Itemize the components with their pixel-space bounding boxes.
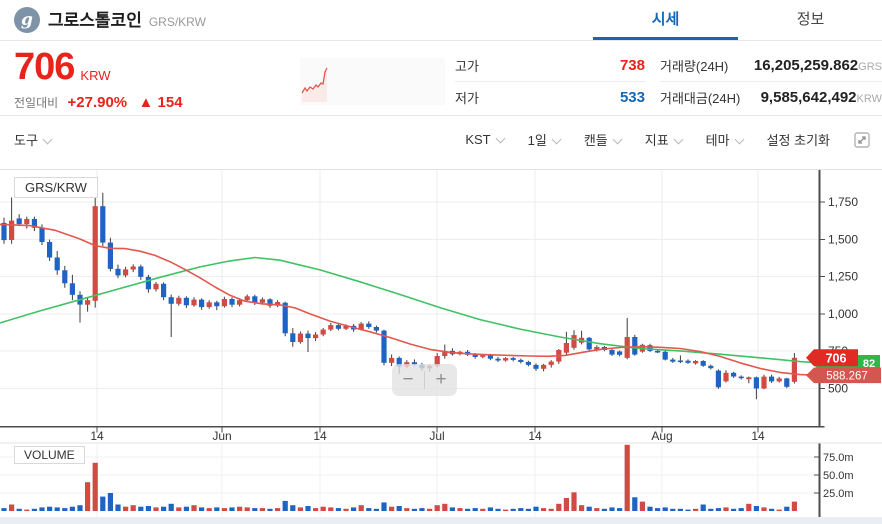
svg-text:1,500: 1,500 xyxy=(828,232,858,246)
change-amount: ▲ 154 xyxy=(138,94,183,111)
svg-text:Aug: Aug xyxy=(651,429,672,443)
axis-labels-layer: 1,7501,5001,2501,00075050014Jun14Jul14Au… xyxy=(90,195,858,500)
turnover24-label: 거래대금(24H) xyxy=(660,91,741,106)
chevron-down-icon xyxy=(612,134,623,145)
low-value: 533 xyxy=(619,89,645,106)
moving-average-lines xyxy=(0,223,821,376)
svg-text:14: 14 xyxy=(90,429,104,443)
chart-toolbar: 도구 KST 1일 캔들 지표 테마 설정 초기화 xyxy=(0,116,882,160)
timezone-dropdown[interactable]: KST xyxy=(465,132,506,147)
price-value: 706 xyxy=(14,46,75,88)
indicator-dropdown[interactable]: 지표 xyxy=(645,130,684,149)
theme-dropdown[interactable]: 테마 xyxy=(706,130,745,149)
grid-layer xyxy=(0,169,882,517)
coin-name: 그로스톨코인 xyxy=(48,11,142,30)
price-currency: KRW xyxy=(80,68,111,83)
chart-volume-label: VOLUME xyxy=(14,446,85,464)
chart-area: 1,7501,5001,2501,00075050014Jun14Jul14Au… xyxy=(0,168,882,524)
tools-dropdown[interactable]: 도구 xyxy=(14,130,53,149)
svg-text:1,750: 1,750 xyxy=(828,195,858,209)
svg-text:Jul: Jul xyxy=(429,429,444,443)
svg-text:706: 706 xyxy=(826,351,847,365)
tab-market-price[interactable]: 시세 xyxy=(593,0,738,40)
svg-text:82: 82 xyxy=(863,358,875,370)
candles-layer xyxy=(1,187,797,400)
chevron-down-icon xyxy=(551,134,562,145)
chevron-down-icon xyxy=(673,134,684,145)
volume24-value: 16,205,259.862GRS xyxy=(753,57,882,74)
reset-settings-button[interactable]: 설정 초기화 xyxy=(766,133,830,148)
page-title: 그로스톨코인 GRS/KRW xyxy=(48,0,206,40)
fullscreen-button[interactable] xyxy=(854,131,870,148)
high-label: 고가 xyxy=(455,59,479,74)
price-sparkline xyxy=(300,58,445,105)
fullscreen-icon xyxy=(854,131,870,148)
high-value: 738 xyxy=(619,57,645,74)
svg-text:25.0m: 25.0m xyxy=(823,488,854,500)
stats-volume: 거래량(24H) 16,205,259.862GRS 거래대금(24H) 9,5… xyxy=(660,50,882,113)
svg-text:14: 14 xyxy=(313,429,327,443)
svg-text:50.0m: 50.0m xyxy=(823,470,854,482)
svg-text:500: 500 xyxy=(828,382,848,396)
svg-text:14: 14 xyxy=(528,429,542,443)
zoom-out-button[interactable]: − xyxy=(402,369,414,390)
svg-text:75.0m: 75.0m xyxy=(823,452,854,464)
logo-letter: g xyxy=(21,10,33,30)
change-percent: +27.90% xyxy=(67,94,128,111)
chart-type-dropdown[interactable]: 캔들 xyxy=(584,130,623,149)
zoom-divider xyxy=(424,371,425,389)
price-volume-chart[interactable]: 1,7501,5001,2501,00075050014Jun14Jul14Au… xyxy=(0,168,882,524)
stats-high-low: 고가 738 저가 533 xyxy=(455,50,645,113)
svg-text:588.267: 588.267 xyxy=(826,370,868,382)
svg-text:14: 14 xyxy=(751,429,765,443)
sparkline-area xyxy=(302,68,327,102)
current-price: 706 KRW xyxy=(14,48,111,86)
change-label: 전일대비 xyxy=(14,96,59,110)
svg-text:1,000: 1,000 xyxy=(828,307,858,321)
stat-turnover-row: 거래대금(24H) 9,585,642,492KRW xyxy=(660,82,882,113)
chevron-down-icon xyxy=(495,133,506,144)
low-label: 저가 xyxy=(455,91,479,106)
chevron-down-icon xyxy=(42,134,53,145)
stat-volume-row: 거래량(24H) 16,205,259.862GRS xyxy=(660,50,882,82)
turnover24-value: 9,585,642,492KRW xyxy=(760,89,882,106)
svg-text:1,250: 1,250 xyxy=(828,270,858,284)
price-change: 전일대비 +27.90% ▲ 154 xyxy=(14,94,183,111)
zoom-in-button[interactable]: + xyxy=(435,369,447,390)
header: g 그로스톨코인 GRS/KRW 시세 정보 xyxy=(0,0,882,41)
volume24-unit: GRS xyxy=(858,61,882,73)
chevron-down-icon xyxy=(734,134,745,145)
turnover24-unit: KRW xyxy=(856,93,882,105)
interval-dropdown[interactable]: 1일 xyxy=(528,130,562,149)
volume24-label: 거래량(24H) xyxy=(660,59,729,74)
sparkline-chart xyxy=(301,67,328,102)
svg-text:Jun: Jun xyxy=(212,429,231,443)
tab-info[interactable]: 정보 xyxy=(796,11,825,28)
zoom-control: − + xyxy=(392,364,457,396)
stat-high-row: 고가 738 xyxy=(455,50,645,82)
coin-logo-icon: g xyxy=(14,7,40,33)
sparkline-line xyxy=(301,67,328,94)
stat-low-row: 저가 533 xyxy=(455,82,645,113)
axes-layer xyxy=(0,170,825,518)
coin-pair: GRS/KRW xyxy=(148,15,206,29)
chart-pair-label: GRS/KRW xyxy=(14,177,98,198)
next-section-edge xyxy=(0,517,882,524)
volume-bars-layer xyxy=(1,444,797,511)
